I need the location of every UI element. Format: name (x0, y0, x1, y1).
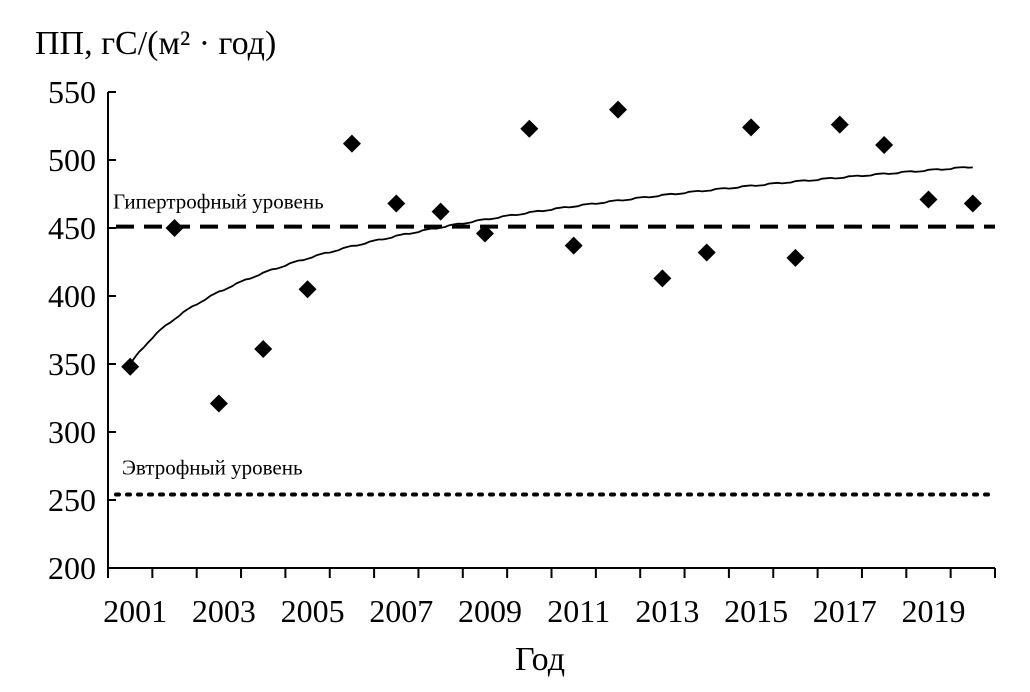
x-tick-label: 2011 (547, 593, 610, 629)
y-tick-label: 400 (48, 278, 96, 314)
data-point-2018 (875, 136, 894, 155)
x-tick-label: 2015 (724, 593, 788, 629)
x-tick-label: 2017 (813, 593, 877, 629)
data-point-2002 (165, 219, 184, 237)
y-tick-label: 500 (48, 142, 96, 178)
data-point-2011 (564, 236, 583, 255)
data-point-2007 (387, 194, 406, 213)
data-point-2010 (520, 119, 539, 138)
data-point-2001 (121, 357, 140, 376)
hypertrophic-level-label: Гипертрофный уровень (113, 190, 324, 214)
x-tick-label: 2005 (281, 593, 345, 629)
x-axis-title: Год (515, 641, 565, 678)
data-point-2005 (298, 280, 317, 299)
data-point-2006 (342, 134, 361, 153)
data-point-2012 (609, 100, 628, 119)
data-point-2016 (786, 248, 805, 267)
y-tick-label: 350 (48, 346, 96, 382)
y-tick-label: 300 (48, 414, 96, 450)
y-tick-label: 200 (48, 550, 96, 586)
data-point-2008 (431, 202, 450, 221)
data-point-2015 (742, 118, 761, 137)
x-tick-label: 2007 (369, 593, 433, 629)
y-tick-label: 550 (48, 74, 96, 110)
eutrophic-level-label: Эвтрофный уровень (122, 456, 303, 480)
data-point-2017 (830, 115, 849, 134)
data-point-2014 (697, 243, 716, 262)
y-axis-title: ПП, гС/(м² · год) (35, 25, 276, 62)
data-point-2003 (209, 394, 228, 413)
y-tick-label: 450 (48, 210, 96, 246)
x-tick-label: 2013 (635, 593, 699, 629)
data-point-2009 (475, 224, 494, 243)
data-point-2004 (254, 340, 273, 359)
x-tick-label: 2003 (192, 593, 256, 629)
y-tick-label: 250 (48, 482, 96, 518)
data-point-2020 (963, 194, 982, 213)
data-point-2019 (919, 190, 938, 209)
x-tick-label: 2019 (901, 593, 965, 629)
x-tick-label: 2001 (103, 593, 167, 629)
x-tick-label: 2009 (458, 593, 522, 629)
trend-line (129, 166, 973, 365)
data-point-2013 (653, 269, 672, 288)
